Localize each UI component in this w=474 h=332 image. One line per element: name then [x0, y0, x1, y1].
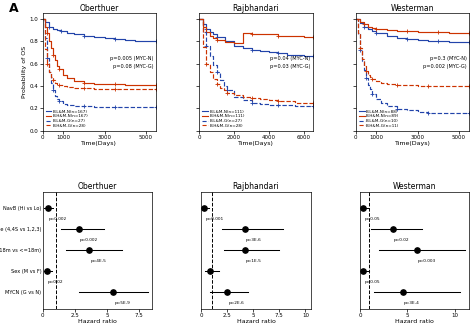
X-axis label: Time(Days): Time(Days): [82, 141, 118, 146]
Text: p=0.03 (MYC-G): p=0.03 (MYC-G): [270, 64, 310, 69]
Text: p=0.002 (MYC-G): p=0.002 (MYC-G): [423, 64, 467, 69]
Text: p=0.003: p=0.003: [418, 259, 436, 263]
X-axis label: Hazard ratio: Hazard ratio: [237, 319, 275, 324]
Text: p=3E-6: p=3E-6: [246, 238, 262, 242]
X-axis label: Hazard ratio: Hazard ratio: [78, 319, 117, 324]
Text: p=0.02: p=0.02: [48, 280, 64, 284]
Text: p=3E-4: p=3E-4: [404, 301, 419, 305]
Text: p=4E-5: p=4E-5: [90, 259, 106, 263]
X-axis label: Hazard ratio: Hazard ratio: [395, 319, 434, 324]
Text: p=0.05: p=0.05: [364, 217, 380, 221]
Text: p=0.04 (MYC-N): p=0.04 (MYC-N): [270, 56, 310, 61]
Text: p=0.08 (MYC-G): p=0.08 (MYC-G): [113, 64, 154, 69]
Title: Rajbhandari: Rajbhandari: [233, 182, 279, 191]
Text: p=1E-5: p=1E-5: [246, 259, 262, 263]
Title: Oberthuer: Oberthuer: [80, 4, 119, 13]
Title: Westerman: Westerman: [393, 182, 437, 191]
X-axis label: Time(Days): Time(Days): [238, 141, 274, 146]
Text: p=0.02: p=0.02: [394, 238, 410, 242]
Text: p=0.3 (MYC-N): p=0.3 (MYC-N): [430, 56, 467, 61]
X-axis label: Time(Days): Time(Days): [394, 141, 430, 146]
Text: p>0.05: p>0.05: [365, 280, 380, 284]
Legend: B-L&M-N(n=88), B-H&M-N(n=89), B-L&M-G(n=10), B-H&M-G(n=11): B-L&M-N(n=88), B-H&M-N(n=89), B-L&M-G(n=…: [358, 109, 400, 128]
Text: p=0.001: p=0.001: [205, 217, 224, 221]
Text: p=0.005 (MYC-N): p=0.005 (MYC-N): [110, 56, 154, 61]
Title: Rajbhandari: Rajbhandari: [233, 4, 279, 13]
Text: p=0.002: p=0.002: [80, 238, 98, 242]
Title: Westerman: Westerman: [391, 4, 434, 13]
Y-axis label: Probability of OS: Probability of OS: [22, 46, 27, 98]
Text: p=5E-9: p=5E-9: [115, 301, 130, 305]
Legend: B-L&M-N(n=167), B-H&M-N(n=167), B-L&M-G(n=27), B-H&M-G(n=28): B-L&M-N(n=167), B-H&M-N(n=167), B-L&M-G(…: [45, 109, 89, 128]
Text: p=2E-6: p=2E-6: [228, 301, 244, 305]
Text: p=0.002: p=0.002: [49, 217, 67, 221]
Legend: B-L&M-N(n=111), B-H&M-N(n=111), B-L&M-G(n=27), B-H&M-G(n=28): B-L&M-N(n=111), B-H&M-N(n=111), B-L&M-G(…: [201, 109, 246, 128]
Title: Oberthuer: Oberthuer: [78, 182, 117, 191]
Text: A: A: [9, 2, 18, 15]
